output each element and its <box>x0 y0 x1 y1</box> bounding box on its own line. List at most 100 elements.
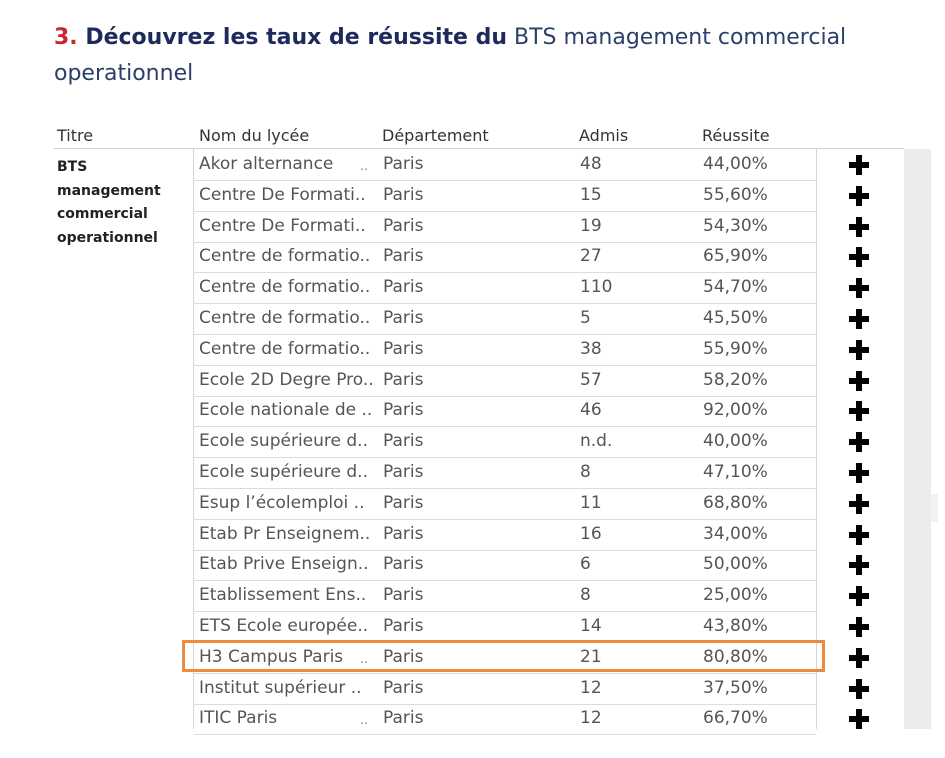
lycee-name: Ecole nationale de .. <box>199 400 373 421</box>
column-header-admis[interactable]: Admis <box>579 126 629 145</box>
departement-cell: Paris <box>383 431 424 452</box>
plus-icon[interactable] <box>848 370 870 392</box>
row-divider <box>194 395 816 397</box>
table-row[interactable]: Ecole supérieure d.. Paris n.d. 40,00% <box>194 427 904 459</box>
admis-cell: 5 <box>580 308 591 328</box>
reussite-cell: 55,60% <box>703 184 768 205</box>
plus-icon[interactable] <box>848 647 870 669</box>
admis-cell: 12 <box>580 677 602 698</box>
lycee-name: Ecole supérieure d.. <box>199 462 368 482</box>
table-row[interactable]: Ecole 2D Degre Pro.. Paris 57 58,20% <box>194 366 904 397</box>
table-row[interactable]: Centre de formatio.. Paris 27 65,90% <box>194 242 904 274</box>
table-row[interactable]: Etab Prive Enseign.. Paris 6 50,00% <box>194 550 904 582</box>
plus-icon[interactable] <box>848 554 870 576</box>
row-divider <box>194 549 816 551</box>
admis-cell: 46 <box>580 400 602 421</box>
admis-cell: 21 <box>580 646 602 667</box>
departement-cell: Paris <box>383 523 424 544</box>
table-row[interactable]: Etablissement Ens.. Paris 8 25,00% <box>194 581 904 613</box>
reussite-cell: 92,00% <box>703 400 768 421</box>
section-heading-bold: Découvrez les taux de réussite du <box>77 25 507 50</box>
row-divider <box>194 334 816 335</box>
lycee-name: Akor alternance <box>199 154 334 174</box>
plus-icon[interactable] <box>848 524 870 546</box>
table-row[interactable]: Centre de formatio.. Paris 5 45,50% <box>194 304 904 335</box>
reussite-cell: 50,00% <box>703 554 768 575</box>
departement-cell: Paris <box>383 554 424 575</box>
row-divider <box>194 426 816 428</box>
row-divider <box>194 364 816 366</box>
table-row[interactable]: Etab Pr Enseignem.. Paris 16 34,00% <box>194 520 904 551</box>
plus-icon[interactable] <box>848 616 870 638</box>
table-row[interactable]: Centre De Formati.. Paris 19 54,30% <box>194 212 904 243</box>
truncation-marker: .. <box>360 159 369 174</box>
column-header-departement[interactable]: Département <box>382 126 489 145</box>
table-row[interactable]: Centre De Formati.. Paris 15 55,60% <box>194 181 904 212</box>
column-header-reussite[interactable]: Réussite <box>702 126 770 145</box>
reussite-cell: 44,00% <box>703 154 768 174</box>
reussite-cell: 54,70% <box>703 277 768 298</box>
admis-cell: 15 <box>580 184 602 205</box>
admis-cell: 38 <box>580 338 602 359</box>
plus-icon[interactable] <box>848 585 870 607</box>
table-row[interactable]: Esup l’écolemploi .. Paris 11 68,80% <box>194 489 904 520</box>
vertical-scrollbar[interactable] <box>904 149 931 729</box>
table-row[interactable]: H3 Campus Paris.. Paris 21 80,80% <box>194 643 904 674</box>
departement-cell: Paris <box>383 338 424 359</box>
table-row[interactable]: Ecole nationale de .. Paris 46 92,00% <box>194 396 904 428</box>
column-header-titre[interactable]: Titre <box>57 126 94 145</box>
reussite-cell: 40,00% <box>703 431 768 452</box>
admis-cell: 12 <box>580 708 602 729</box>
plus-icon[interactable] <box>848 400 870 422</box>
scrollbar-thumb[interactable] <box>931 494 938 522</box>
titre-cell: BTS management commercial operationnel <box>57 159 161 246</box>
plus-icon[interactable] <box>848 185 870 207</box>
plus-icon[interactable] <box>848 493 870 515</box>
reussite-cell: 37,50% <box>703 677 768 698</box>
plus-icon[interactable] <box>848 154 870 176</box>
section-heading: 3. Découvrez les taux de réussite du BTS… <box>54 20 894 92</box>
table-row[interactable]: Institut supérieur .. Paris 12 37,50% <box>194 674 904 705</box>
table-row[interactable]: ETS Ecole europée.. Paris 14 43,80% <box>194 612 904 643</box>
reussite-cell: 45,50% <box>703 308 768 328</box>
plus-icon[interactable] <box>848 462 870 484</box>
table-row[interactable]: Ecole supérieure d.. Paris 8 47,10% <box>194 458 904 489</box>
plus-icon[interactable] <box>848 308 870 330</box>
lycee-name: Centre de formatio.. <box>199 246 371 267</box>
row-divider <box>194 703 816 705</box>
column-header-nom-du-lycee[interactable]: Nom du lycée <box>199 126 310 145</box>
lycee-name: H3 Campus Paris <box>199 646 344 667</box>
section-heading-program: BTS management commercial operationnel <box>54 25 847 86</box>
departement-cell: Paris <box>383 369 424 390</box>
reussite-cell: 34,00% <box>703 523 768 544</box>
departement-cell: Paris <box>383 585 424 606</box>
table-row[interactable]: Akor alternance.. Paris 48 44,00% <box>194 150 904 181</box>
reussite-cell: 68,80% <box>703 492 768 513</box>
plus-icon[interactable] <box>848 431 870 453</box>
plus-icon[interactable] <box>848 216 870 238</box>
table-row[interactable]: Centre de formatio.. Paris 110 54,70% <box>194 273 904 305</box>
plus-icon[interactable] <box>848 339 870 361</box>
plus-icon[interactable] <box>848 277 870 299</box>
plus-icon[interactable] <box>848 678 870 700</box>
row-divider <box>194 210 816 212</box>
highlight-box <box>182 640 825 672</box>
plus-icon[interactable] <box>848 246 870 268</box>
row-divider <box>194 272 816 274</box>
admis-cell: 48 <box>580 154 602 174</box>
departement-cell: Paris <box>383 215 424 236</box>
section-number: 3. <box>54 25 78 50</box>
reussite-cell: 43,80% <box>703 616 768 636</box>
row-divider <box>194 241 816 243</box>
lycee-name: Etablissement Ens.. <box>199 585 367 606</box>
lycee-name: Etab Prive Enseign.. <box>199 554 369 575</box>
lycee-name: Centre De Formati.. <box>199 215 366 236</box>
lycee-name: Esup l’écolemploi .. <box>199 492 365 513</box>
departement-cell: Paris <box>383 246 424 267</box>
row-divider <box>194 303 816 305</box>
table-row[interactable]: Centre de formatio.. Paris 38 55,90% <box>194 335 904 366</box>
reussite-cell: 47,10% <box>703 462 768 482</box>
plus-icon[interactable] <box>848 708 870 730</box>
departement-cell: Paris <box>383 677 424 698</box>
table-row[interactable]: ITIC Paris.. Paris 12 66,70% <box>194 704 904 736</box>
